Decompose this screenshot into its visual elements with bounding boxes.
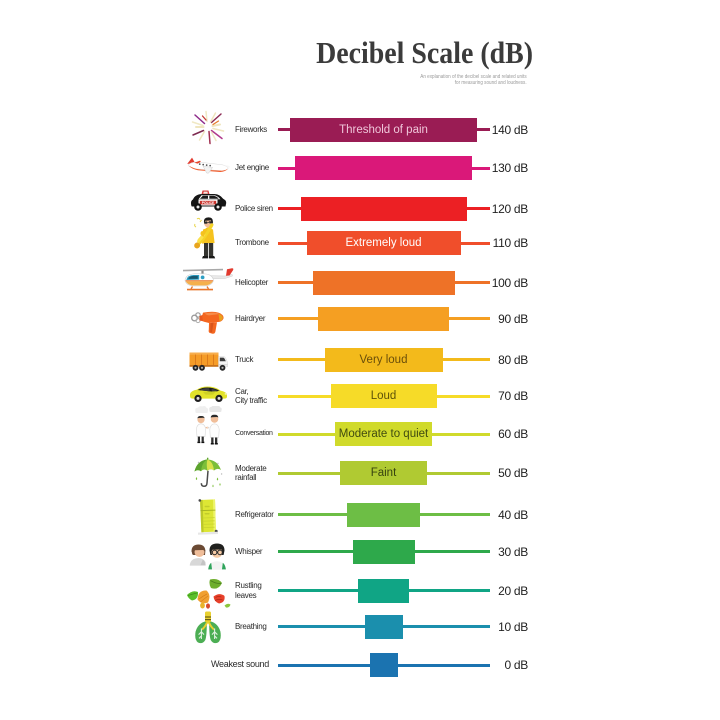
svg-text:POLICE: POLICE: [202, 201, 215, 205]
